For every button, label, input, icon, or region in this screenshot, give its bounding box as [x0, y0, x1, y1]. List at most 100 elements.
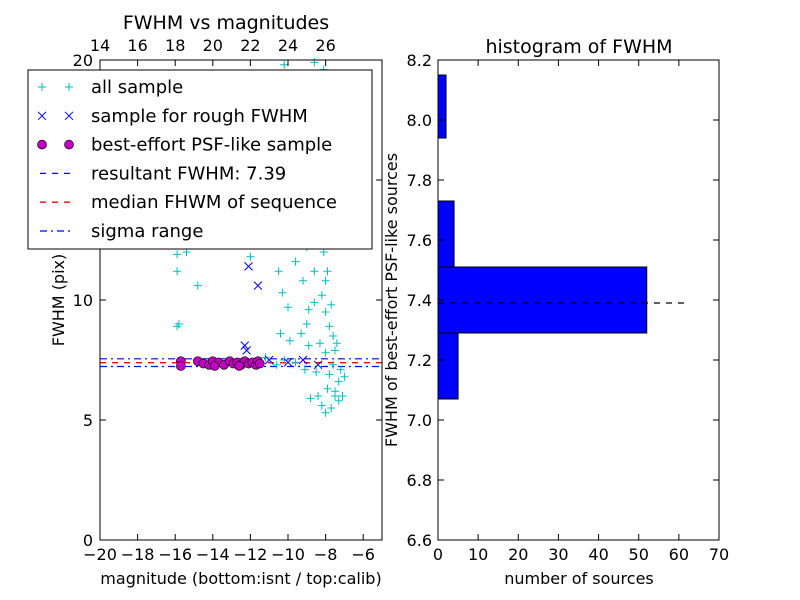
histogram-y-tick-label-2: 7.0 — [407, 411, 432, 430]
histogram-x-tick-label-2: 20 — [508, 545, 528, 564]
scatter-point-s0-74 — [334, 396, 343, 405]
scatter-top-tick-label-1: 16 — [127, 36, 147, 55]
scatter-point-s0-39 — [317, 401, 326, 410]
scatter-point-s0-28 — [329, 332, 338, 340]
scatter-legend: all sample sample for rough FWHM best-effo… — [27, 69, 373, 250]
scatter-top-tick-label-3: 20 — [203, 36, 223, 55]
scatter-point-s2-18 — [209, 361, 220, 371]
scatter-point-s0-72 — [312, 368, 321, 376]
scatter-x-tick-label-6: −8 — [314, 545, 338, 564]
legend-marker-b-0 — [65, 83, 73, 91]
scatter-point-s0-42 — [291, 358, 300, 367]
scatter-point-s0-20 — [291, 257, 300, 266]
scatter-point-s0-23 — [310, 267, 319, 276]
scatter-point-s0-51 — [323, 267, 332, 276]
scatter-point-s0-53 — [302, 320, 311, 328]
scatter-y-tick-label-1: 5 — [83, 411, 93, 430]
scatter-point-s0-34 — [336, 365, 345, 374]
scatter-x-tick-label-3: −14 — [196, 545, 230, 564]
histogram-y-tick-label-4: 7.4 — [407, 291, 432, 310]
scatter-point-s0-52 — [310, 298, 319, 307]
histogram-bar-2 — [437, 200, 455, 268]
scatter-y-tick-label-0: 0 — [83, 531, 93, 550]
scatter-point-s0-71 — [321, 348, 330, 357]
scatter-x-tick-label-7: −6 — [351, 545, 375, 564]
histogram-bar-0 — [437, 332, 459, 400]
histogram-x-tick-label-6: 60 — [669, 545, 689, 564]
scatter-point-s1-1 — [253, 281, 263, 290]
histogram-y-tick-label-7: 8.0 — [407, 111, 432, 130]
scatter-point-s0-7 — [246, 252, 255, 261]
scatter-top-tick-label-4: 22 — [240, 36, 260, 55]
legend-label-1: sample for rough FWHM — [91, 106, 308, 127]
scatter-x-tick-label-0: −20 — [83, 545, 117, 564]
scatter-x-tick-label-2: −16 — [158, 545, 192, 564]
scatter-point-s0-73 — [338, 392, 347, 400]
scatter-point-s0-36 — [332, 339, 341, 348]
scatter-point-s0-56 — [315, 339, 324, 348]
scatter-point-s0-43 — [280, 356, 289, 364]
histogram-bar-3 — [437, 74, 447, 139]
scatter-point-s0-25 — [317, 291, 326, 300]
scatter-top-tick-label-2: 18 — [165, 36, 185, 55]
histogram-x-tick-label-1: 10 — [468, 545, 488, 564]
scatter-point-s0-46 — [321, 276, 330, 285]
scatter-point-s0-69 — [285, 336, 294, 345]
scatter-point-s0-17 — [274, 267, 283, 276]
legend-marker-b-2 — [64, 139, 74, 150]
histogram-y-tick-label-0: 6.6 — [407, 531, 432, 550]
scatter-point-s0-18 — [278, 288, 287, 297]
histogram-y-tick-label-1: 6.8 — [407, 471, 432, 490]
scatter-point-s0-70 — [276, 329, 285, 338]
legend-marker-a-2 — [37, 139, 47, 150]
scatter-y-label: FWHM (pix) — [49, 254, 68, 347]
scatter-point-s0-57 — [304, 341, 313, 350]
scatter-top-tick-label-6: 26 — [315, 36, 335, 55]
histogram-x-tick-label-4: 40 — [588, 545, 608, 564]
histogram-y-tick-label-6: 7.8 — [407, 171, 432, 190]
histogram-marks — [437, 74, 687, 400]
scatter-top-tick-label-0: 14 — [90, 36, 110, 55]
histogram-y-label: FWHM of best-effort PSF-like sources — [382, 153, 401, 447]
scatter-point-s0-5 — [193, 281, 202, 290]
scatter-point-s0-29 — [331, 346, 339, 355]
legend-label-3: resultant FWHM: 7.39 — [91, 163, 286, 184]
scatter-point-s0-40 — [306, 394, 315, 403]
scatter-point-s0-35 — [340, 372, 349, 381]
scatter-point-s0-26 — [321, 308, 330, 316]
histogram-x-tick-label-5: 50 — [629, 545, 649, 564]
histogram-x-tick-label-3: 30 — [548, 545, 568, 564]
scatter-point-s0-30 — [329, 360, 338, 369]
histogram-x-label: number of sources — [504, 569, 654, 588]
scatter-point-s0-41 — [300, 365, 309, 374]
scatter-point-s1-5 — [298, 355, 308, 365]
histogram-plot: 0 10 20 30 40 50 60 70 6.6 6.8 7.0 7.2 7.4 7.6 7.8 8.0 8… — [382, 36, 729, 588]
scatter-point-s0-54 — [297, 329, 306, 338]
scatter-point-s0-1 — [173, 267, 182, 276]
scatter-legend-box — [27, 69, 373, 250]
histogram-bar-1 — [437, 266, 648, 334]
scatter-point-s2-1 — [176, 361, 186, 371]
legend-label-2: best-effort PSF-like sample — [91, 135, 332, 156]
scatter-point-s0-21 — [299, 276, 308, 285]
scatter-point-s0-27 — [325, 322, 334, 331]
scatter-point-s0-44 — [272, 360, 281, 369]
scatter-point-s1-7 — [264, 355, 274, 365]
scatter-top-tick-label-5: 24 — [278, 36, 298, 55]
scatter-point-s1-4 — [283, 358, 293, 367]
scatter-point-s0-3 — [173, 322, 182, 331]
scatter-point-s0-58 — [331, 392, 339, 400]
legend-marker-a-1 — [37, 111, 47, 121]
scatter-point-s0-38 — [314, 392, 323, 400]
scatter-point-s0-59 — [327, 404, 336, 412]
scatter-point-s0-60 — [321, 408, 330, 417]
legend-label-5: sigma range — [91, 221, 203, 242]
histogram-title: histogram of FWHM — [485, 36, 672, 58]
scatter-point-s2-19 — [254, 358, 265, 369]
histogram-x-tick-label-0: 0 — [433, 545, 443, 564]
scatter-point-s0-55 — [327, 300, 336, 309]
scatter-x-tick-label-5: −10 — [271, 545, 305, 564]
scatter-point-s0-0 — [173, 250, 182, 259]
scatter-axes: −20−18−16−14−12−10−8−6051015201416182022… — [73, 36, 382, 564]
